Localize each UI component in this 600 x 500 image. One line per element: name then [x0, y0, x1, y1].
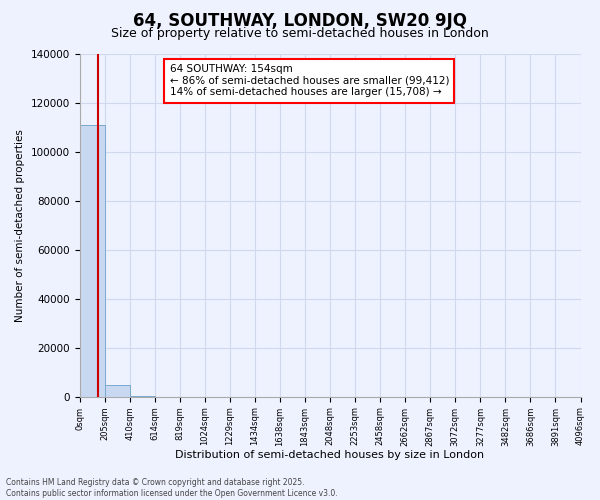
Text: 64 SOUTHWAY: 154sqm
← 86% of semi-detached houses are smaller (99,412)
14% of se: 64 SOUTHWAY: 154sqm ← 86% of semi-detach…: [170, 64, 449, 98]
Text: Contains HM Land Registry data © Crown copyright and database right 2025.
Contai: Contains HM Land Registry data © Crown c…: [6, 478, 338, 498]
Bar: [80, 125, 104, 396]
Bar: [104, 385, 130, 396]
Y-axis label: Number of semi-detached properties: Number of semi-detached properties: [15, 129, 25, 322]
Text: 64, SOUTHWAY, LONDON, SW20 9JQ: 64, SOUTHWAY, LONDON, SW20 9JQ: [133, 12, 467, 30]
Text: Size of property relative to semi-detached houses in London: Size of property relative to semi-detach…: [111, 28, 489, 40]
X-axis label: Distribution of semi-detached houses by size in London: Distribution of semi-detached houses by …: [175, 450, 485, 460]
